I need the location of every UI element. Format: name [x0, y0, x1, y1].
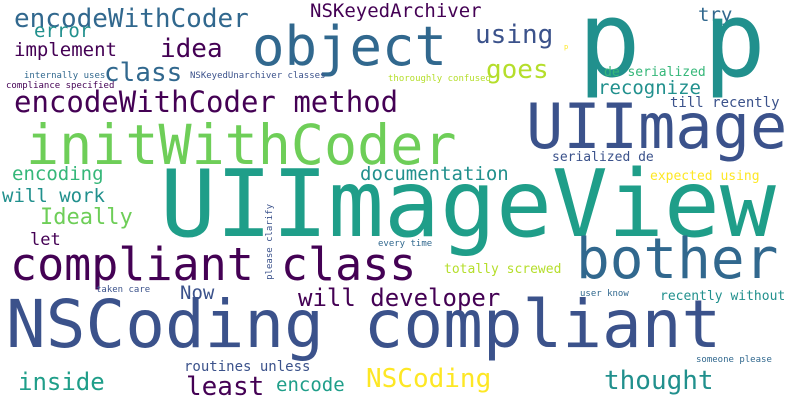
word-encoding: encoding — [12, 165, 104, 184]
word-will-work: will work — [2, 187, 105, 206]
word-uiimage: UIImage — [526, 96, 787, 158]
word-nskeyedunarchiver-classes: NSKeyedUnarchiver classes — [190, 72, 325, 81]
word-totally-screwed: totally screwed — [444, 263, 561, 276]
word-goes: goes — [486, 57, 549, 83]
word-bother: bother — [576, 232, 778, 288]
word-object: object — [252, 20, 447, 74]
word-ideally: Ideally — [40, 207, 133, 229]
word-encode: encode — [276, 376, 345, 395]
word-implement: implement — [14, 41, 117, 60]
word-least: least — [186, 374, 264, 400]
word-internally-uses: internally uses — [24, 72, 105, 81]
word-compliant-class: compliant class — [10, 242, 416, 287]
word-thoroughly-confused: thoroughly confused — [388, 75, 491, 84]
word-nscoding-compliant: NSCoding compliant — [6, 292, 721, 358]
word-thought: thought — [604, 368, 714, 394]
word-someone-please: someone please — [696, 356, 772, 365]
word-class: class — [104, 60, 182, 86]
word-inside: inside — [18, 370, 105, 394]
word-p: p — [564, 44, 568, 51]
word-using: using — [475, 22, 553, 48]
word-nscoding: NSCoding — [366, 366, 491, 392]
